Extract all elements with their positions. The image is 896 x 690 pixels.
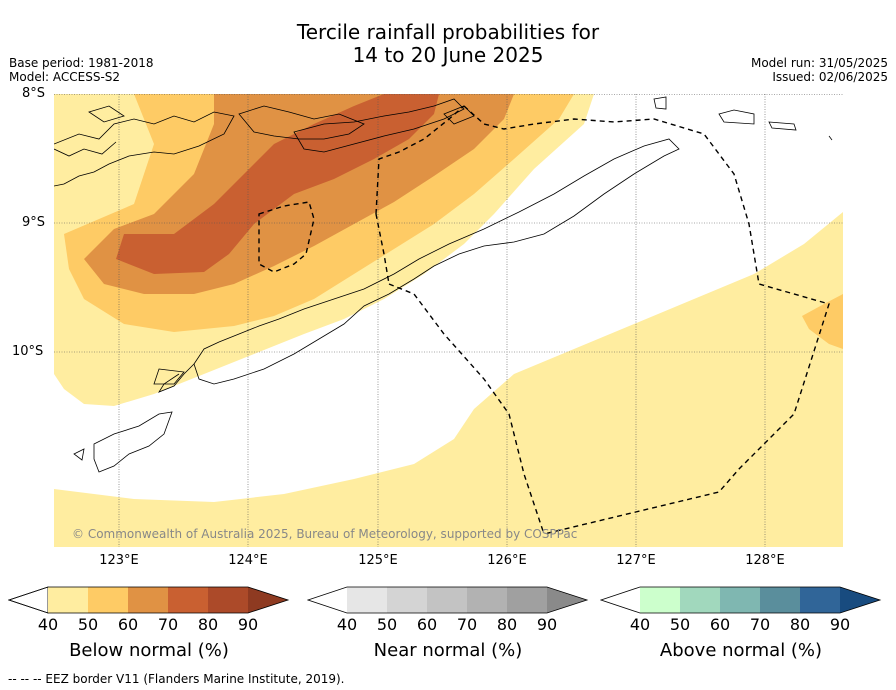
cbar-near-seg3 [427, 587, 467, 613]
cbar-above-seg6 [840, 587, 880, 613]
cbar-below-tick-40: 40 [37, 615, 59, 634]
lon-label-126e: 126°E [487, 553, 527, 568]
sumba-coast [93, 411, 173, 473]
cbar-below-seg2 [88, 587, 128, 613]
cbar-near-tick-90: 90 [536, 615, 558, 634]
graticule [54, 94, 843, 547]
eez-border [258, 105, 830, 535]
lon-label-127e: 127°E [616, 553, 656, 568]
cbar-near-seg5 [507, 587, 547, 613]
cbar-above-tick-90: 90 [829, 615, 851, 634]
cbar-above-seg0 [601, 587, 640, 613]
lon-label-128e: 128°E [745, 553, 785, 568]
cbar-near-seg2 [387, 587, 427, 613]
cbar-above-tick-50: 50 [669, 615, 691, 634]
rote-coast [153, 368, 185, 385]
cbar-below-seg3 [128, 587, 168, 613]
copyright-text: © Commonwealth of Australia 2025, Bureau… [72, 527, 578, 541]
cbar-below-seg6 [248, 587, 288, 613]
cbar-above-seg2 [680, 587, 720, 613]
cbar-near-tick-70: 70 [456, 615, 478, 634]
cbar-below-tick-60: 60 [117, 615, 139, 634]
flores-coast [54, 111, 235, 187]
cbar-near-tick-80: 80 [496, 615, 518, 634]
cbar-above-seg5 [800, 587, 840, 613]
map-title-line2: 14 to 20 June 2025 [352, 43, 544, 67]
cbar-above-tick-60: 60 [709, 615, 731, 634]
band-40-50-se [54, 212, 843, 547]
model-run: Model run: 31/05/2025 [750, 56, 888, 70]
band-70-80 [116, 94, 439, 274]
issued-date: Issued: 02/06/2025 [772, 70, 888, 84]
cbar-near-label: Near normal (%) [373, 640, 523, 661]
cbar-below-seg5 [208, 587, 248, 613]
cbar-near-tick-50: 50 [376, 615, 398, 634]
lat-label-8s: 8°S [22, 86, 46, 101]
timor-coast [193, 138, 680, 385]
cbar-below-tick-70: 70 [157, 615, 179, 634]
cbar-near-seg1 [347, 587, 387, 613]
cbar-above-seg4 [760, 587, 800, 613]
cbar-near-seg6 [547, 587, 587, 613]
cbar-near-tick-60: 60 [416, 615, 438, 634]
lon-label-125e: 125°E [358, 553, 398, 568]
cbar-above-tick-80: 80 [789, 615, 811, 634]
probability-map [54, 94, 843, 547]
cbar-above-seg3 [720, 587, 760, 613]
eez-footnote: -- -- -- EEZ border V11 (Flanders Marine… [8, 672, 345, 686]
model-name: Model: ACCESS-S2 [9, 70, 121, 84]
map-title-line1: Tercile rainfall probabilities for [296, 20, 600, 44]
base-period: Base period: 1981-2018 [9, 56, 154, 70]
cbar-above-label: Above normal (%) [659, 640, 823, 661]
cbar-near-tick-40: 40 [336, 615, 358, 634]
lat-label-10s: 10°S [12, 344, 44, 359]
cbar-below-label: Below normal (%) [69, 640, 229, 661]
cbar-below-seg4 [168, 587, 208, 613]
cbar-above-tick-70: 70 [749, 615, 771, 634]
colorbar-above-normal [600, 586, 882, 614]
lat-label-9s: 9°S [22, 215, 46, 230]
coastlines [54, 96, 833, 473]
colorbar-below-normal [8, 586, 290, 614]
cbar-below-tick-80: 80 [197, 615, 219, 634]
alor-coast [238, 105, 365, 140]
wetar-coast [293, 98, 465, 153]
cbar-near-seg4 [467, 587, 507, 613]
cbar-below-tick-90: 90 [237, 615, 259, 634]
cbar-below-seg1 [48, 587, 88, 613]
band-50-60-east [802, 294, 843, 349]
cbar-near-seg0 [308, 587, 347, 613]
lon-label-123e: 123°E [99, 553, 139, 568]
cbar-above-tick-40: 40 [629, 615, 651, 634]
cbar-below-tick-50: 50 [77, 615, 99, 634]
cbar-below-seg0 [8, 586, 49, 614]
colorbar-near-normal [307, 586, 589, 614]
cbar-above-seg1 [640, 587, 680, 613]
lon-label-124e: 124°E [228, 553, 268, 568]
